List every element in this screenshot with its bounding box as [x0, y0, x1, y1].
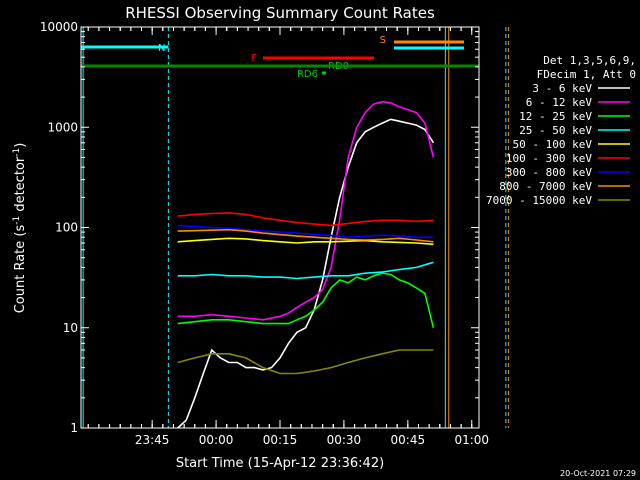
series-line-4 — [177, 237, 434, 246]
x-axis-label: Start Time (15-Apr-12 23:36:42) — [176, 456, 384, 471]
x-tick-label-1: 00:00 — [199, 433, 234, 447]
series-line-2 — [177, 272, 435, 328]
series-line-5 — [177, 212, 434, 227]
y-axis-label-sup1: -1 — [12, 216, 22, 225]
flag-label-n: N — [158, 43, 165, 54]
x-tick-label-4: 00:45 — [391, 433, 426, 447]
y-axis-label-mid: detector — [13, 156, 28, 216]
legend-label-2: 12 - 25 keV — [519, 110, 592, 123]
footer-date: 20-Oct-2021 07:29 — [560, 469, 636, 478]
series-lines — [177, 100, 435, 429]
legend: Det 1,3,5,6,9,FDecim 1, Att 03 - 6 keV6 … — [486, 54, 636, 207]
legend-label-0: 3 - 6 keV — [532, 82, 592, 95]
y-tick-label-3: 1000 — [47, 120, 78, 134]
y-tick-label-4: 10000 — [40, 20, 78, 34]
series-line-3 — [177, 261, 434, 280]
plot-frame — [80, 26, 480, 429]
legend-label-7: 800 - 7000 keV — [499, 180, 592, 193]
series-line-6 — [177, 224, 434, 239]
y-axis-label-sup2: -1 — [12, 148, 22, 157]
y-axis-label-end: ) — [13, 143, 28, 148]
legend-header-0: Det 1,3,5,6,9, — [543, 54, 636, 67]
legend-header-1: FDecim 1, Att 0 — [537, 68, 636, 81]
flag-label-rd6: RD6 — [297, 69, 318, 80]
x-tick-label-5: 01:00 — [454, 433, 489, 447]
legend-label-5: 100 - 300 keV — [506, 152, 592, 165]
legend-label-3: 25 - 50 keV — [519, 124, 592, 137]
x-tick-label-0: 23:45 — [135, 433, 170, 447]
flag-bars: NFRD0RD6S — [81, 35, 479, 80]
chart-title: RHESSI Observing Summary Count Rates — [125, 4, 435, 22]
series-line-0 — [177, 118, 435, 429]
series-line-8 — [177, 349, 434, 375]
y-tick-label-2: 100 — [55, 221, 78, 235]
y-axis-label-main: Count Rate (s — [13, 225, 28, 314]
y-tick-label-0: 1 — [70, 421, 78, 435]
series-line-7 — [177, 228, 434, 243]
legend-label-6: 300 - 800 keV — [506, 166, 592, 179]
legend-label-8: 7000 - 15000 keV — [486, 194, 592, 207]
x-tick-label-2: 00:15 — [263, 433, 298, 447]
plot-background-lines — [82, 27, 509, 428]
legend-label-1: 6 - 12 keV — [526, 96, 593, 109]
x-tick-label-3: 00:30 — [327, 433, 362, 447]
y-axis-label: Count Rate (s-1 detector-1) — [12, 143, 28, 314]
y-tick-label-1: 10 — [63, 321, 78, 335]
flag-label-s: S — [380, 35, 386, 46]
flag-label-f: F — [251, 53, 257, 64]
legend-label-4: 50 - 100 keV — [513, 138, 593, 151]
series-line-1 — [177, 100, 435, 321]
axes: 23:45 00:00 00:15 00:30 00:45 01:00 1 10 100 1000… — [40, 20, 489, 447]
